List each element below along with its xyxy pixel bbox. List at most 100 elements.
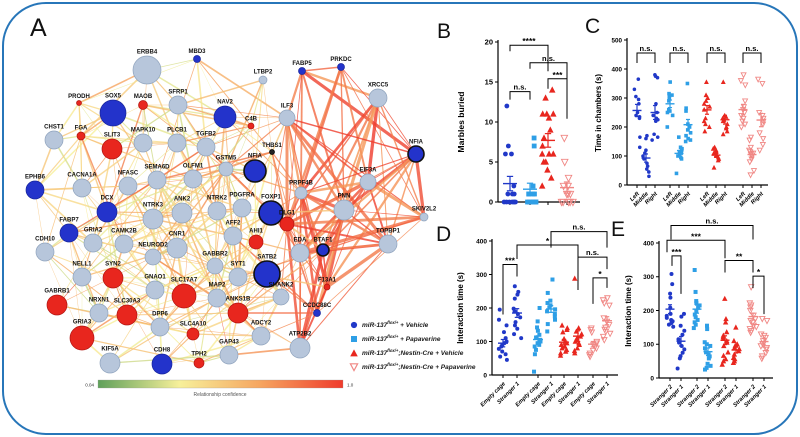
svg-text:200: 200: [643, 308, 654, 315]
scatter-point: [684, 109, 688, 113]
network-node: [316, 243, 330, 257]
network-node: [269, 149, 275, 155]
svg-text:***: ***: [691, 231, 702, 241]
scatter-point: [497, 307, 502, 312]
scatter-point: [668, 295, 673, 300]
network-node: [206, 257, 224, 275]
triangle-up-icon: [350, 349, 358, 357]
scatter-point: [562, 343, 568, 349]
scatter-point: [754, 76, 762, 83]
scatter-point: [557, 350, 564, 356]
scatter-point: [637, 115, 642, 119]
scatter-point: [688, 131, 693, 135]
svg-text:AFF2: AFF2: [226, 221, 242, 227]
scatter-point: [738, 112, 745, 120]
svg-text:*: *: [757, 267, 761, 277]
scatter-point: [678, 145, 683, 150]
svg-text:GRIA2: GRIA2: [84, 228, 103, 234]
svg-text:EPHB6: EPHB6: [25, 175, 46, 181]
network-node: [247, 122, 255, 130]
scatter-point: [731, 337, 737, 344]
scatter-point: [750, 168, 758, 175]
network-node: [76, 100, 82, 106]
network-node: [196, 137, 216, 157]
svg-text:SLIT3: SLIT3: [104, 133, 121, 139]
scatter-point: [707, 354, 712, 359]
svg-text:100: 100: [611, 153, 622, 160]
scatter-point: [564, 182, 573, 191]
network-node: [193, 357, 205, 369]
scatter-point: [638, 135, 642, 139]
scatter-point: [695, 317, 700, 322]
scatter-point: [668, 291, 673, 296]
svg-text:n.s.: n.s.: [746, 44, 759, 53]
scatter-point: [665, 110, 670, 115]
svg-text:****: ****: [522, 36, 536, 46]
scatter-point: [703, 98, 709, 103]
svg-text:SATB2: SATB2: [257, 255, 277, 261]
svg-text:NFIA: NFIA: [248, 154, 263, 160]
scatter-point: [763, 344, 771, 352]
scatter-point: [691, 326, 696, 331]
scatter-point: [559, 322, 565, 328]
svg-text:CACNA1A: CACNA1A: [67, 173, 97, 179]
scatter-point: [701, 101, 707, 106]
svg-text:SLC4A10: SLC4A10: [180, 322, 207, 328]
network-node: [171, 283, 197, 309]
scatter-point: [759, 121, 767, 128]
scatter-point: [599, 333, 607, 341]
scatter-point: [682, 347, 687, 352]
scatter-point: [518, 315, 523, 320]
scatter-point: [654, 102, 658, 106]
gene-network: ERBB4 MBD3 LTBP2 FABP5 PRKDC XRCC5 PRODH SOX5 MA…: [25, 49, 437, 375]
svg-text:SHANK2: SHANK2: [269, 283, 294, 289]
scatter-point: [559, 198, 568, 207]
group-legend: miR-137flox/+ + Vehicle miR-137flox/+ + …: [349, 320, 476, 376]
scatter-point: [512, 332, 517, 337]
scatter-point: [686, 136, 690, 141]
scatter-point: [532, 369, 537, 374]
network-node: [25, 180, 45, 200]
scatter-point: [723, 124, 729, 129]
scatter-point: [534, 335, 539, 340]
scatter-point: [746, 159, 753, 166]
scatter-point: [559, 345, 565, 351]
legend-text: miR-137flox/+;Nestin-Cre + Papaverine: [362, 362, 476, 372]
significance-bracket: [550, 231, 608, 248]
scatter-point: [532, 352, 537, 357]
scatter-point: [560, 158, 569, 167]
scatter-point: [741, 121, 749, 128]
svg-text:PDGFRA: PDGFRA: [229, 193, 255, 199]
scatter-point: [758, 355, 766, 363]
scatter-point: [634, 94, 638, 99]
scatter-point: [576, 340, 582, 346]
scatter-point: [545, 309, 550, 314]
scatter-point: [645, 133, 649, 138]
scatter-point: [746, 137, 753, 144]
scatter-point: [500, 349, 505, 354]
svg-text:300: 300: [476, 272, 487, 279]
scatter-point: [722, 319, 729, 325]
scatter-point: [605, 302, 613, 310]
svg-text:NAV2: NAV2: [217, 100, 233, 106]
panel-label-e: E: [611, 218, 626, 241]
scatter-point: [575, 325, 582, 331]
svg-text:AHI1: AHI1: [249, 229, 263, 235]
svg-text:n.s.: n.s.: [710, 44, 723, 53]
scatter-point: [668, 80, 672, 84]
scatter-point: [752, 324, 760, 331]
svg-text:PRPF4B: PRPF4B: [289, 181, 313, 187]
svg-text:DCX: DCX: [101, 196, 114, 202]
network-node: [96, 201, 118, 223]
scatter-point: [703, 115, 708, 121]
scatter-point: [503, 151, 508, 157]
scatter-point: [683, 139, 688, 144]
scatter-point: [496, 317, 501, 322]
scatter-point: [550, 110, 557, 117]
scatter-point: [496, 346, 501, 351]
scatter-point: [548, 298, 553, 303]
scatter-point: [564, 325, 571, 331]
scatter-point: [738, 124, 745, 131]
scatter-point: [760, 332, 768, 340]
